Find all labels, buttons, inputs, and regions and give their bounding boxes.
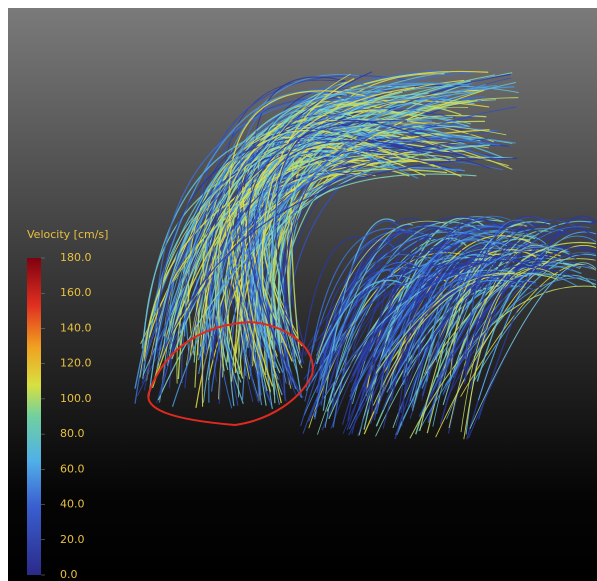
colorbar — [27, 258, 41, 575]
colorbar-tick-label: 180.0 — [60, 251, 92, 264]
colorbar-tick-label: 0.0 — [60, 568, 78, 581]
colorbar-tick-label: 20.0 — [60, 533, 85, 546]
colorbar-tick-label: 160.0 — [60, 286, 92, 299]
colorbar-tick-label: 40.0 — [60, 498, 85, 511]
colorbar-title: Velocity [cm/s] — [27, 228, 108, 241]
flow-visualization: Velocity [cm/s] 180.0 160.0 140.0 120.0 100.… — [0, 0, 597, 581]
colorbar-tick-label: 140.0 — [60, 321, 92, 334]
colorbar-tick-label: 120.0 — [60, 357, 92, 370]
colorbar-tick-label: 100.0 — [60, 392, 92, 405]
colorbar-tick-label: 80.0 — [60, 427, 85, 440]
colorbar-tick-label: 60.0 — [60, 462, 85, 475]
